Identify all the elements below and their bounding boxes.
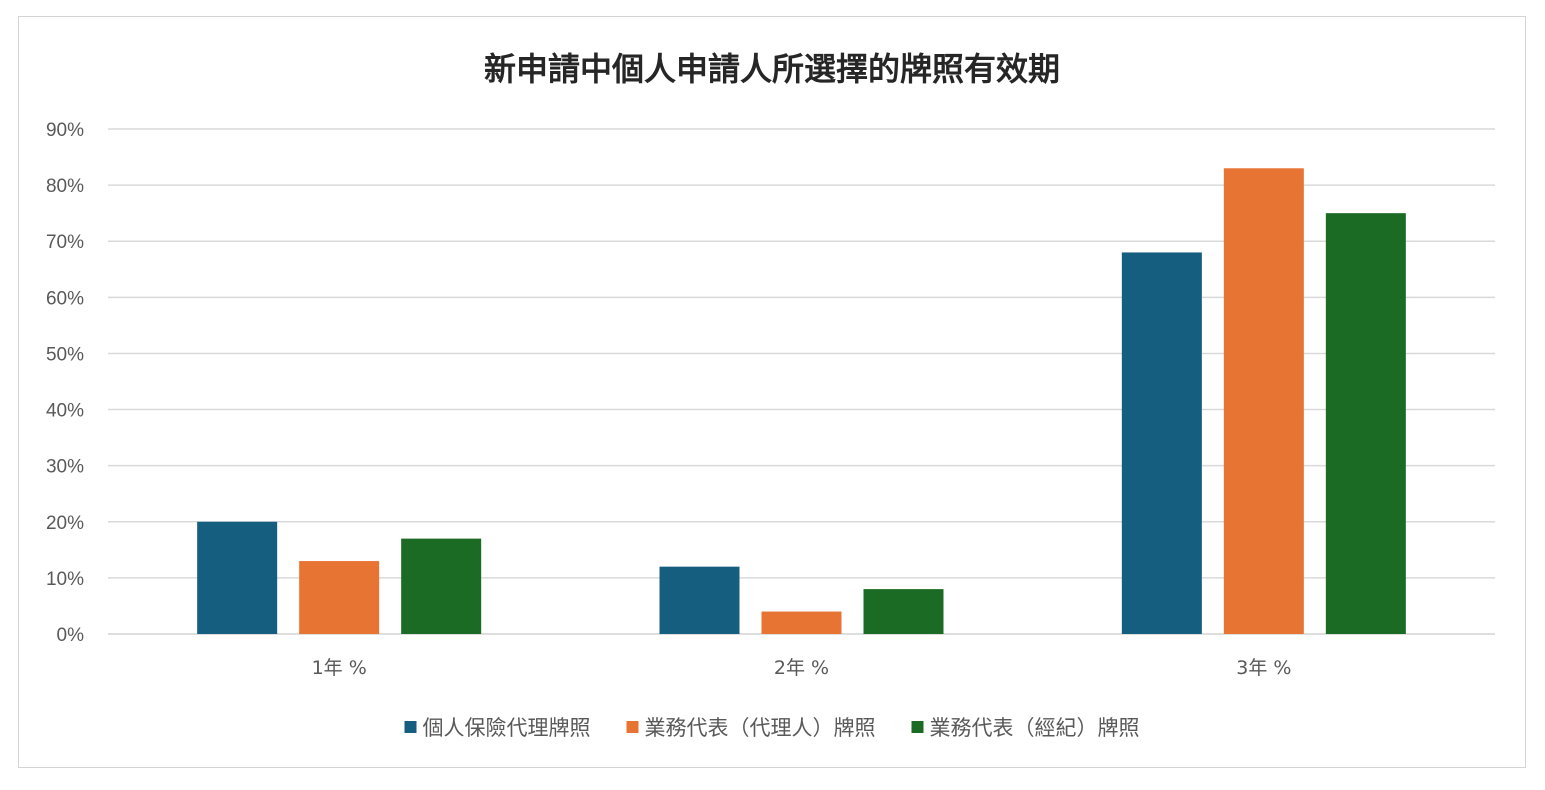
legend-label: 個人保險代理牌照: [423, 716, 591, 740]
x-category-label: 2年 %: [774, 657, 829, 679]
y-axis-ticks: 0% 10% 20% 30% 40% 50% 60% 70% 80% 90%: [46, 120, 84, 646]
y-tick-label: 80%: [46, 176, 84, 197]
y-tick-label: 60%: [46, 288, 84, 309]
bar: [863, 589, 944, 634]
y-tick-label: 90%: [46, 120, 84, 141]
legend-label: 業務代表（代理人）牌照: [645, 716, 876, 740]
legend-swatch: [626, 721, 639, 733]
bar: [659, 566, 740, 634]
chart-title: 新申請中個人申請人所選擇的牌照有效期: [484, 50, 1060, 88]
legend: 個人保險代理牌照 業務代表（代理人）牌照 業務代表（經紀）牌照: [404, 716, 1140, 740]
y-tick-label: 20%: [46, 513, 84, 534]
bar: [299, 561, 380, 634]
legend-swatch: [911, 721, 924, 733]
x-axis-categories: 1年 % 2年 % 3年 %: [312, 657, 1292, 679]
x-category-label: 1年 %: [312, 657, 367, 679]
y-tick-label: 30%: [46, 457, 84, 478]
y-tick-label: 10%: [46, 569, 84, 590]
bar: [401, 538, 482, 634]
bar: [1325, 213, 1406, 634]
legend-swatch: [404, 721, 417, 733]
bar: [1121, 252, 1202, 634]
bar: [761, 611, 842, 634]
bars: [197, 168, 1406, 634]
x-category-label: 3年 %: [1236, 657, 1291, 679]
y-tick-label: 70%: [46, 232, 84, 253]
y-tick-label: 40%: [46, 401, 84, 422]
bar: [1223, 168, 1304, 634]
legend-label: 業務代表（經紀）牌照: [930, 716, 1140, 740]
bar: [197, 521, 278, 634]
y-tick-label: 0%: [57, 625, 85, 646]
y-tick-label: 50%: [46, 344, 84, 365]
